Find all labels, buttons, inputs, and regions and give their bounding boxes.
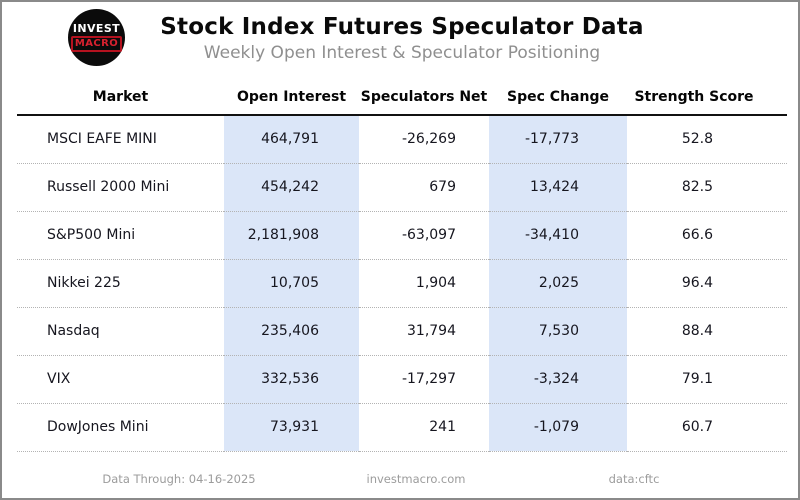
column-header-spec-change: Spec Change (489, 79, 627, 116)
market-cell: Nikkei 225 (17, 259, 224, 308)
table-row: Nasdaq 235,406 31,794 7,530 88.4 (17, 307, 787, 356)
table-header-row: Market Open Interest Speculators Net Spe… (17, 79, 787, 116)
open-interest-cell: 332,536 (224, 355, 359, 404)
spec-change-cell: 2,025 (489, 259, 627, 308)
spec-change-cell: 13,424 (489, 163, 627, 212)
data-source-label: data:cftc (608, 472, 660, 486)
market-cell: VIX (17, 355, 224, 404)
strength-score-cell: 96.4 (627, 259, 787, 308)
table-row: MSCI EAFE MINI 464,791 -26,269 -17,773 5… (17, 115, 787, 164)
market-cell: MSCI EAFE MINI (17, 115, 224, 164)
page-title: Stock Index Futures Speculator Data (160, 14, 644, 40)
table-row: Russell 2000 Mini 454,242 679 13,424 82.… (17, 163, 787, 212)
open-interest-cell: 454,242 (224, 163, 359, 212)
market-cell: Nasdaq (17, 307, 224, 356)
open-interest-cell: 73,931 (224, 403, 359, 452)
data-through-label: Data Through: 04-16-2025 (102, 472, 256, 486)
speculators-net-cell: -17,297 (359, 355, 489, 404)
open-interest-cell: 464,791 (224, 115, 359, 164)
strength-score-cell: 52.8 (627, 115, 787, 164)
column-header-strength-score: Strength Score (627, 79, 787, 116)
spec-change-cell: -17,773 (489, 115, 627, 164)
spec-change-cell: -1,079 (489, 403, 627, 452)
table-row: VIX 332,536 -17,297 -3,324 79.1 (17, 355, 787, 404)
open-interest-cell: 10,705 (224, 259, 359, 308)
speculator-data-table: Market Open Interest Speculators Net Spe… (17, 79, 787, 452)
spec-change-cell: -34,410 (489, 211, 627, 260)
market-cell: DowJones Mini (17, 403, 224, 452)
spec-change-cell: -3,324 (489, 355, 627, 404)
table-header: Market Open Interest Speculators Net Spe… (17, 79, 787, 116)
footer: Data Through: 04-16-2025 investmacro.com… (2, 472, 800, 487)
table-row: S&P500 Mini 2,181,908 -63,097 -34,410 66… (17, 211, 787, 260)
strength-score-cell: 60.7 (627, 403, 787, 452)
speculators-net-cell: 241 (359, 403, 489, 452)
speculators-net-cell: -63,097 (359, 211, 489, 260)
speculators-net-cell: 31,794 (359, 307, 489, 356)
table-body: MSCI EAFE MINI 464,791 -26,269 -17,773 5… (17, 115, 787, 452)
table-row: DowJones Mini 73,931 241 -1,079 60.7 (17, 403, 787, 452)
strength-score-cell: 66.6 (627, 211, 787, 260)
investmacro-logo: INVEST MACRO (68, 9, 125, 66)
column-header-open-interest: Open Interest (224, 79, 359, 116)
logo-text-invest: INVEST (72, 22, 121, 36)
speculators-net-cell: -26,269 (359, 115, 489, 164)
strength-score-cell: 82.5 (627, 163, 787, 212)
table-row: Nikkei 225 10,705 1,904 2,025 96.4 (17, 259, 787, 308)
column-header-market: Market (17, 79, 224, 116)
column-header-speculators-net: Speculators Net (359, 79, 489, 116)
header: Stock Index Futures Speculator Data Week… (2, 14, 800, 63)
page-subtitle: Weekly Open Interest & Speculator Positi… (203, 43, 601, 63)
speculators-net-cell: 1,904 (359, 259, 489, 308)
speculators-net-cell: 679 (359, 163, 489, 212)
market-cell: Russell 2000 Mini (17, 163, 224, 212)
strength-score-cell: 88.4 (627, 307, 787, 356)
open-interest-cell: 235,406 (224, 307, 359, 356)
spec-change-cell: 7,530 (489, 307, 627, 356)
logo-text-macro: MACRO (70, 36, 123, 52)
strength-score-cell: 79.1 (627, 355, 787, 404)
website-label: investmacro.com (366, 472, 466, 486)
market-cell: S&P500 Mini (17, 211, 224, 260)
open-interest-cell: 2,181,908 (224, 211, 359, 260)
